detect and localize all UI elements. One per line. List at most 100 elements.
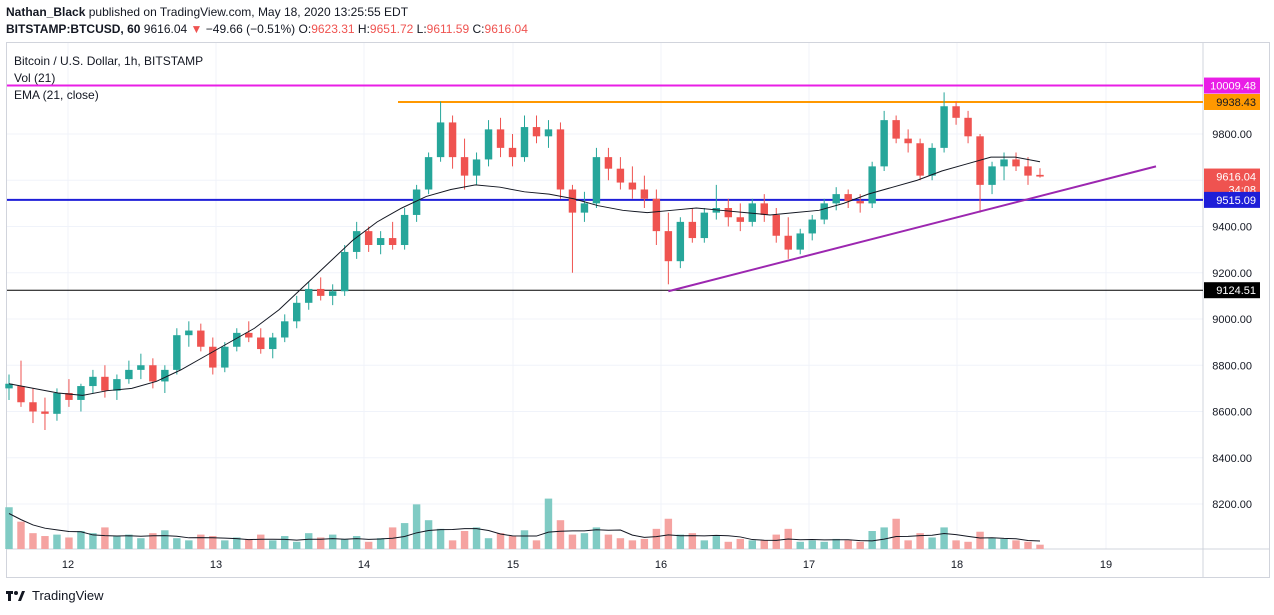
candle-body — [532, 127, 541, 137]
legend-title: Bitcoin / U.S. Dollar, 1h, BITSTAMP — [14, 54, 204, 68]
volume-bar — [592, 527, 601, 549]
candle-body — [652, 198, 661, 232]
volume-bar — [101, 527, 109, 549]
volume-bar — [664, 518, 673, 549]
author-name[interactable]: Nathan_Black — [6, 5, 86, 19]
candle-body — [77, 386, 85, 400]
volume-bar — [508, 536, 517, 549]
candle-body — [724, 208, 733, 218]
volume-bar — [352, 536, 361, 549]
candle-body — [664, 231, 673, 262]
candle-body — [436, 122, 445, 158]
volume-bar — [364, 541, 373, 549]
volume-bar — [484, 538, 493, 549]
price-tag-bg — [1204, 282, 1260, 299]
price-tag-label: 9515.09 — [1216, 195, 1256, 207]
y-tick-label: 9400.00 — [1212, 222, 1252, 234]
volume-bar — [293, 541, 301, 549]
candle-body — [580, 203, 589, 213]
volume-bar — [724, 541, 733, 549]
tradingview-logo-icon[interactable] — [6, 589, 26, 603]
volume-bar — [161, 530, 169, 549]
candle-body — [544, 129, 553, 137]
volume-bar — [640, 538, 649, 549]
volume-bar — [988, 538, 996, 549]
candle-body — [65, 393, 73, 400]
volume-bar — [772, 534, 780, 549]
open-value: 9623.31 — [311, 22, 355, 36]
candle-body — [29, 402, 37, 412]
candle-body — [1000, 159, 1008, 167]
price-tag-label: 9616.04 — [1216, 172, 1256, 184]
x-tick-label: 14 — [358, 559, 370, 571]
x-tick-label: 19 — [1100, 559, 1112, 571]
candle-body — [388, 238, 397, 245]
candle-body — [556, 129, 565, 190]
candle-body — [197, 330, 205, 347]
candle-body — [125, 369, 133, 380]
volume-bar — [328, 534, 337, 549]
volume-bar — [700, 540, 709, 549]
volume-bar — [904, 540, 912, 549]
volume-bar — [149, 533, 157, 549]
volume-ma-line — [8, 513, 1041, 542]
volume-bar — [1024, 541, 1032, 549]
symbol-label: BITSTAMP:BTCUSD, 60 — [6, 22, 141, 36]
chart-frame[interactable] — [6, 42, 1270, 578]
volume-bar — [964, 541, 972, 549]
volume-bar — [628, 540, 637, 549]
candle-body — [293, 302, 301, 322]
candle-body — [892, 120, 900, 139]
candle-body — [808, 219, 816, 234]
volume-bar — [544, 498, 553, 549]
candle-body — [1036, 174, 1044, 177]
volume-bar — [113, 536, 121, 549]
candle-body — [364, 231, 373, 245]
price-change: −49.66 (−0.51%) — [205, 22, 296, 36]
price-tag-bg — [1204, 168, 1260, 185]
candle-body — [89, 376, 97, 387]
low-label: L: — [416, 22, 427, 36]
candle-body — [448, 122, 457, 158]
volume-bar — [424, 520, 433, 549]
volume-bar — [233, 537, 241, 549]
candle-body — [520, 127, 529, 158]
candle-body — [628, 182, 637, 190]
candle-body — [245, 332, 253, 338]
candle-body — [736, 217, 745, 222]
x-tick-label: 18 — [951, 559, 963, 571]
volume-bar — [688, 533, 697, 549]
volume-bar — [652, 528, 661, 549]
candle-body — [424, 157, 433, 190]
volume-bar — [281, 536, 289, 549]
candle-body — [328, 291, 337, 296]
price-tag-label: 10009.48 — [1210, 81, 1256, 93]
high-label: H: — [357, 22, 370, 36]
volume-bar — [712, 536, 721, 549]
x-tick-label: 12 — [62, 559, 74, 571]
volume-bar — [808, 540, 816, 549]
volume-bar — [820, 541, 828, 549]
x-tick-label: 16 — [655, 559, 667, 571]
candle-body — [796, 233, 804, 250]
candle-body — [676, 221, 685, 262]
candle-body — [940, 106, 948, 148]
volume-bar — [173, 538, 181, 549]
y-tick-label: 9800.00 — [1212, 129, 1252, 141]
volume-bar — [976, 531, 984, 549]
candle-body — [113, 379, 121, 391]
volume-bar — [221, 540, 229, 549]
volume-bar — [197, 534, 205, 549]
candle-body — [700, 212, 709, 239]
ema-line — [8, 156, 1041, 396]
candle-body — [221, 346, 229, 368]
candle-body — [508, 147, 517, 158]
y-tick-label: 8200.00 — [1212, 499, 1252, 511]
candle-body — [269, 337, 277, 350]
candle-body — [988, 166, 996, 185]
volume-bar — [17, 521, 25, 549]
volume-bar — [41, 536, 49, 549]
candle-body — [832, 194, 840, 204]
volume-bar — [245, 538, 253, 549]
